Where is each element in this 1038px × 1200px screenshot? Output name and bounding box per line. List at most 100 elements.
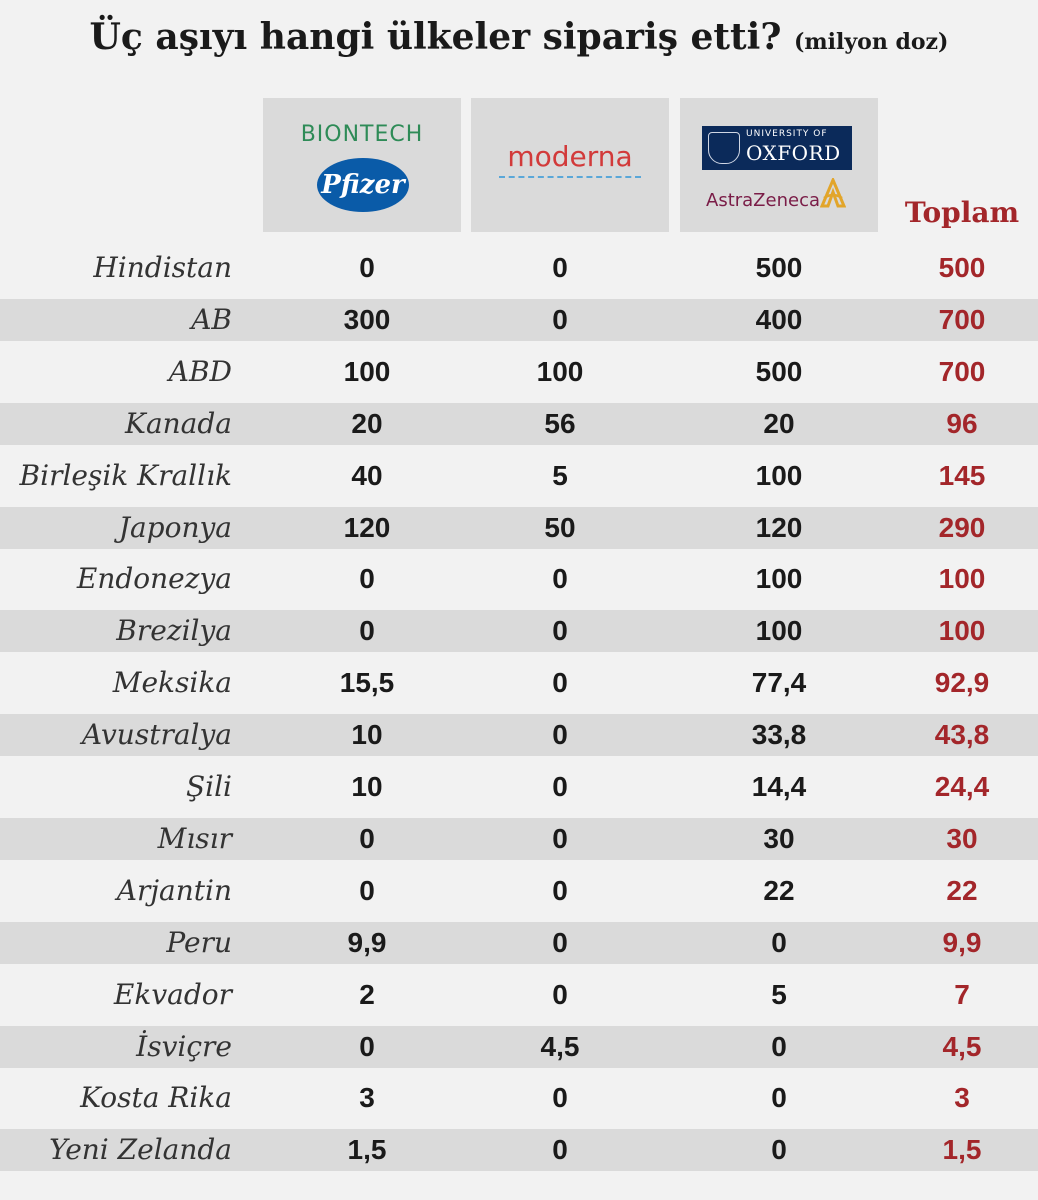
country-label: Peru: [166, 926, 232, 959]
country-label: Şili: [185, 770, 232, 803]
total-value: 700: [938, 356, 986, 387]
total-value: 22: [946, 875, 978, 906]
astrazeneca-value: 22: [763, 875, 795, 906]
pfizer-value: 9,9: [347, 927, 387, 958]
table-row: Brezilya 0 0 100 100: [0, 610, 1038, 652]
pfizer-value: 0: [359, 823, 375, 854]
pfizer-value: 0: [359, 875, 375, 906]
unit-label: (milyon doz): [793, 29, 949, 55]
total-column-header: Toplam: [904, 196, 1020, 229]
oxford-crest-icon: [708, 132, 740, 164]
country-label: AB: [191, 303, 232, 336]
table-row: Kanada 20 56 20 96: [0, 403, 1038, 445]
oxford-university-of: UNIVERSITY OF: [746, 129, 828, 139]
moderna-logo-box: moderna: [471, 98, 669, 232]
country-label: Endonezya: [76, 562, 232, 595]
oxford-astrazeneca-logo-box: UNIVERSITY OF OXFORD AstraZeneca: [680, 98, 878, 232]
total-value: 700: [938, 304, 986, 335]
pfizer-value: 10: [351, 771, 383, 802]
moderna-value: 0: [552, 719, 568, 750]
table-row: Arjantin 0 0 22 22: [0, 870, 1038, 912]
table-row: İsviçre 0 4,5 0 4,5: [0, 1026, 1038, 1068]
table-row: Meksika 15,5 0 77,4 92,9: [0, 662, 1038, 704]
pfizer-value: 1,5: [347, 1134, 387, 1165]
pfizer-value: 10: [351, 719, 383, 750]
astrazeneca-value: 500: [755, 356, 803, 387]
total-value: 4,5: [942, 1031, 982, 1062]
moderna-value: 5: [552, 460, 568, 491]
country-label: ABD: [168, 355, 232, 388]
pfizer-value: 3: [359, 1082, 375, 1113]
astrazeneca-logo: AstraZeneca: [706, 190, 820, 211]
moderna-value: 0: [552, 615, 568, 646]
country-label: Kanada: [125, 407, 232, 440]
chart-title: Üç aşıyı hangi ülkeler sipariş etti? (mi…: [0, 16, 1038, 58]
total-value: 92,9: [934, 667, 990, 698]
country-label: Birleşik Krallık: [19, 459, 232, 492]
pfizer-logo-box: BIONTECH Pfizer: [263, 98, 461, 232]
total-value: 3: [954, 1082, 970, 1113]
astrazeneca-value: 20: [763, 408, 795, 439]
country-label: Japonya: [118, 511, 232, 544]
table-row: Japonya 120 50 120 290: [0, 507, 1038, 549]
pfizer-value: 0: [359, 563, 375, 594]
table-row: Şili 10 0 14,4 24,4: [0, 766, 1038, 808]
pfizer-value: 120: [343, 512, 391, 543]
table-row: Birleşik Krallık 40 5 100 145: [0, 455, 1038, 497]
moderna-value: 56: [544, 408, 576, 439]
country-label: Brezilya: [116, 614, 232, 647]
pfizer-value: 0: [359, 252, 375, 283]
astrazeneca-value: 100: [755, 460, 803, 491]
astrazeneca-value: 30: [763, 823, 795, 854]
total-value: 500: [938, 252, 986, 283]
table-row: Kosta Rika 3 0 0 3: [0, 1077, 1038, 1119]
total-value: 1,5: [942, 1134, 982, 1165]
total-value: 290: [938, 512, 986, 543]
moderna-value: 0: [552, 563, 568, 594]
moderna-value: 0: [552, 771, 568, 802]
country-label: Yeni Zelanda: [49, 1133, 232, 1166]
total-value: 96: [946, 408, 978, 439]
oxford-name: OXFORD: [746, 141, 841, 165]
pfizer-value: 2: [359, 979, 375, 1010]
country-label: Kosta Rika: [80, 1081, 232, 1114]
moderna-value: 0: [552, 1134, 568, 1165]
moderna-value: 0: [552, 1082, 568, 1113]
astrazeneca-value: 0: [771, 1082, 787, 1113]
country-label: İsviçre: [136, 1030, 232, 1063]
table-row: Endonezya 0 0 100 100: [0, 558, 1038, 600]
moderna-value: 4,5: [540, 1031, 580, 1062]
table-row: Avustralya 10 0 33,8 43,8: [0, 714, 1038, 756]
moderna-value: 0: [552, 667, 568, 698]
oxford-logo: UNIVERSITY OF OXFORD: [702, 126, 852, 170]
astrazeneca-value: 0: [771, 1031, 787, 1062]
country-label: Hindistan: [93, 251, 232, 284]
moderna-underline: [499, 176, 641, 178]
moderna-value: 0: [552, 252, 568, 283]
astrazeneca-value: 500: [755, 252, 803, 283]
pfizer-value: 100: [343, 356, 391, 387]
astrazeneca-value: 5: [771, 979, 787, 1010]
astrazeneca-value: 77,4: [751, 667, 807, 698]
total-value: 24,4: [934, 771, 990, 802]
astrazeneca-value: 400: [755, 304, 803, 335]
astrazeneca-value: 0: [771, 1134, 787, 1165]
astrazeneca-value: 100: [755, 563, 803, 594]
table-row: Mısır 0 0 30 30: [0, 818, 1038, 860]
pfizer-value: 300: [343, 304, 391, 335]
total-value: 100: [938, 563, 986, 594]
astrazeneca-value: 33,8: [751, 719, 807, 750]
pfizer-value: 15,5: [339, 667, 395, 698]
astrazeneca-value: 14,4: [751, 771, 807, 802]
pfizer-value: 40: [351, 460, 383, 491]
moderna-value: 0: [552, 927, 568, 958]
astrazeneca-value: 120: [755, 512, 803, 543]
pfizer-value: 20: [351, 408, 383, 439]
total-value: 145: [938, 460, 986, 491]
country-label: Avustralya: [81, 718, 232, 751]
moderna-value: 0: [552, 979, 568, 1010]
table-row: ABD 100 100 500 700: [0, 351, 1038, 393]
moderna-value: 0: [552, 823, 568, 854]
table-row: Ekvador 2 0 5 7: [0, 974, 1038, 1016]
table-row: Yeni Zelanda 1,5 0 0 1,5: [0, 1129, 1038, 1171]
